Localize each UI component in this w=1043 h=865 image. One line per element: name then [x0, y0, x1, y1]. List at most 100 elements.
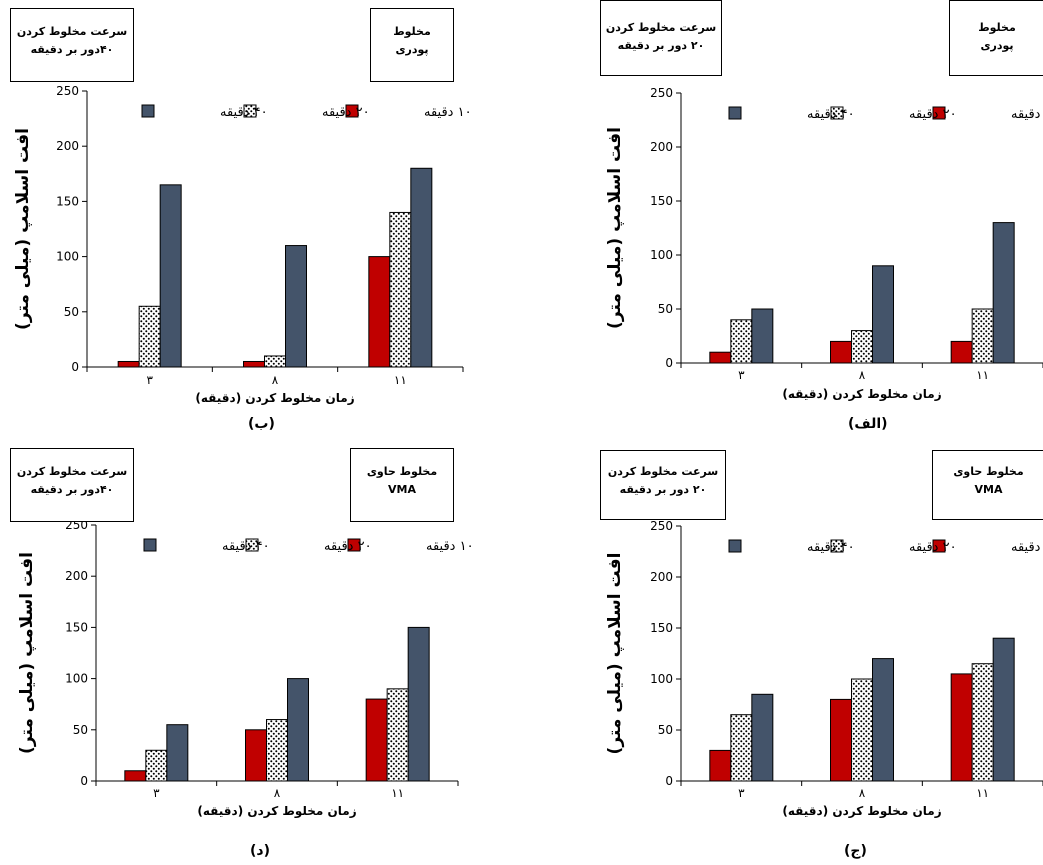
x-tick-label: ۸	[274, 786, 281, 800]
label-box-mix-speed: سرعت مخلوط کردن ۴۰دور بر دقیقه	[10, 448, 134, 522]
legend-swatch	[932, 106, 946, 120]
x-axis-label: زمان مخلوط کردن (دقیقه)	[782, 387, 941, 402]
y-tick-label: 200	[65, 569, 88, 583]
bar-10-min	[830, 698, 852, 782]
bar-40-min	[159, 184, 182, 368]
bar-20-min	[389, 211, 412, 368]
panel-caption: (د)	[250, 843, 270, 859]
chart-svg-alef: 0 50 100 150 200 250 ۳ ۸ ۱۱ زمان مخلوط کردن (دقیق…	[605, 86, 1043, 402]
x-tick-label: ۸	[272, 373, 279, 387]
box-line-2: ۴۰دور بر دقیقه	[30, 43, 114, 56]
legend-label: ۲۰ دقیقه	[909, 107, 957, 122]
panel-caption: (الف)	[848, 416, 888, 432]
bar-20-min	[386, 688, 409, 782]
label-box-mix-speed: سرعت مخلوط کردن ۲۰ دور بر دقیقه	[600, 450, 726, 520]
chart-panel-be: 0 50 100 150 200 250 ۳ ۸ ۱۱ زمان مخلوط کردن (دقیق…	[10, 0, 472, 432]
legend-swatch	[728, 106, 742, 120]
legend-swatch	[143, 538, 157, 552]
box-line-2: VMA	[974, 483, 1003, 496]
legend-label: ۲۰ دقیقه	[909, 540, 957, 555]
bar-20-min	[264, 355, 286, 368]
y-tick-label: 0	[80, 774, 88, 788]
y-tick-label: 250	[650, 86, 673, 100]
bar-20-min	[730, 714, 753, 782]
y-tick-label: 150	[65, 620, 88, 634]
y-tick-label: 0	[71, 360, 79, 374]
y-tick-label: 0	[665, 356, 673, 370]
legend-swatch	[347, 538, 361, 552]
box-line-1: سرعت مخلوط کردن	[607, 465, 719, 478]
y-tick-label: 0	[665, 774, 673, 788]
y-tick-label: 50	[658, 723, 673, 737]
bar-40-min	[751, 308, 774, 364]
x-tick-label: ۱۱	[394, 373, 407, 387]
y-tick-label: 50	[658, 302, 673, 316]
label-box-mix-speed: سرعت مخلوط کردن ۲۰ دور بر دقیقه	[600, 0, 722, 76]
legend-label: ۱۰ دقیقه	[424, 105, 472, 120]
x-tick-label: ۳	[153, 786, 160, 800]
y-tick-label: 100	[56, 250, 79, 264]
legend-label: ۴۰ دقیقه	[220, 105, 268, 120]
y-axis-label: افت اسلامپ (میلی متر)	[13, 128, 33, 330]
box-line-1: مخلوط	[393, 25, 431, 38]
legend-swatch	[728, 539, 742, 553]
bar-40-min	[285, 245, 307, 368]
y-tick-label: 250	[650, 519, 673, 533]
x-tick-label: ۳	[738, 368, 745, 382]
box-line-2: VMA	[388, 483, 416, 496]
box-line-1: سرعت مخلوط کردن	[16, 25, 128, 38]
y-tick-label: 150	[650, 621, 673, 635]
bar-40-min	[992, 222, 1015, 364]
label-box-mix-type: مخلوط حاوی VMA	[932, 450, 1043, 520]
bar-40-min	[166, 724, 189, 782]
bar-40-min	[410, 167, 433, 368]
bar-10-min	[365, 698, 388, 782]
bar-20-min	[138, 305, 161, 368]
panel-caption: (ب)	[248, 416, 275, 432]
legend-swatch	[245, 538, 259, 552]
legend-label: ۴۰ دقیقه	[807, 540, 855, 555]
y-axis-label: افت اسلامپ (میلی متر)	[605, 553, 625, 755]
y-axis-label: افت اسلامپ (میلی متر)	[605, 127, 625, 329]
legend-label: ۱۰ دقیقه	[426, 539, 474, 554]
bar-20-min	[266, 719, 288, 782]
y-tick-label: 50	[64, 305, 79, 319]
y-tick-label: 100	[650, 248, 673, 262]
x-axis-label: زمان مخلوط کردن (دقیقه)	[195, 391, 354, 406]
y-axis-label: افت اسلامپ (میلی متر)	[17, 552, 37, 754]
bar-40-min	[872, 265, 894, 364]
x-axis-label: زمان مخلوط کردن (دقیقه)	[197, 804, 356, 819]
legend-label: ۴۰ دقیقه	[807, 107, 855, 122]
bar-20-min	[971, 663, 994, 782]
bar-40-min	[751, 693, 774, 782]
legend-swatch	[932, 539, 946, 553]
x-tick-label: ۳	[146, 373, 153, 387]
panel-caption: (ج)	[844, 843, 867, 859]
y-tick-label: 150	[56, 194, 79, 208]
y-tick-label: 200	[650, 570, 673, 584]
bar-40-min	[872, 658, 894, 782]
bar-20-min	[145, 749, 168, 782]
legend-label: ۲۰ دقیقه	[322, 105, 370, 120]
box-line-2: ۲۰ دور بر دقیقه	[619, 483, 707, 496]
legend-swatch	[345, 104, 359, 118]
box-line-2: پودری	[395, 43, 429, 56]
label-box-mix-type: مخلوط پودری	[949, 0, 1043, 76]
box-line-2: ۲۰ دور بر دقیقه	[617, 39, 705, 52]
y-tick-label: 50	[73, 723, 88, 737]
x-tick-label: ۱۱	[976, 786, 989, 800]
bar-10-min	[830, 340, 852, 364]
y-tick-label: 200	[650, 140, 673, 154]
bar-10-min	[124, 770, 147, 782]
bar-40-min	[407, 626, 430, 782]
legend-label: ۱۰ دقیقه	[1011, 540, 1043, 555]
legend-swatch	[243, 104, 257, 118]
bar-10-min	[709, 351, 732, 364]
box-line-1: مخلوط حاوی	[366, 465, 438, 478]
y-tick-label: 100	[65, 672, 88, 686]
x-tick-label: ۸	[859, 786, 866, 800]
x-tick-label: ۳	[738, 786, 745, 800]
bar-20-min	[971, 308, 994, 364]
box-line-1: مخلوط	[978, 21, 1016, 34]
